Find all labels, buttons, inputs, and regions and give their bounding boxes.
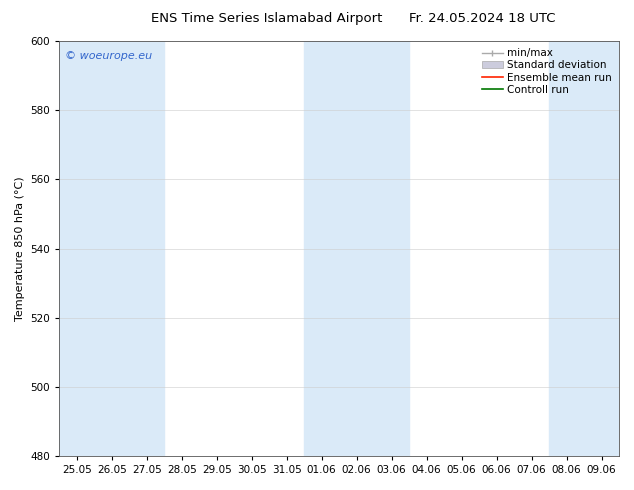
Bar xyxy=(60,41,164,456)
Bar xyxy=(304,41,409,456)
Y-axis label: Temperature 850 hPa (°C): Temperature 850 hPa (°C) xyxy=(15,176,25,321)
Text: Fr. 24.05.2024 18 UTC: Fr. 24.05.2024 18 UTC xyxy=(408,12,555,25)
Legend: min/max, Standard deviation, Ensemble mean run, Controll run: min/max, Standard deviation, Ensemble me… xyxy=(480,46,614,97)
Bar xyxy=(549,41,619,456)
Text: © woeurope.eu: © woeurope.eu xyxy=(65,51,152,61)
Text: ENS Time Series Islamabad Airport: ENS Time Series Islamabad Airport xyxy=(151,12,382,25)
